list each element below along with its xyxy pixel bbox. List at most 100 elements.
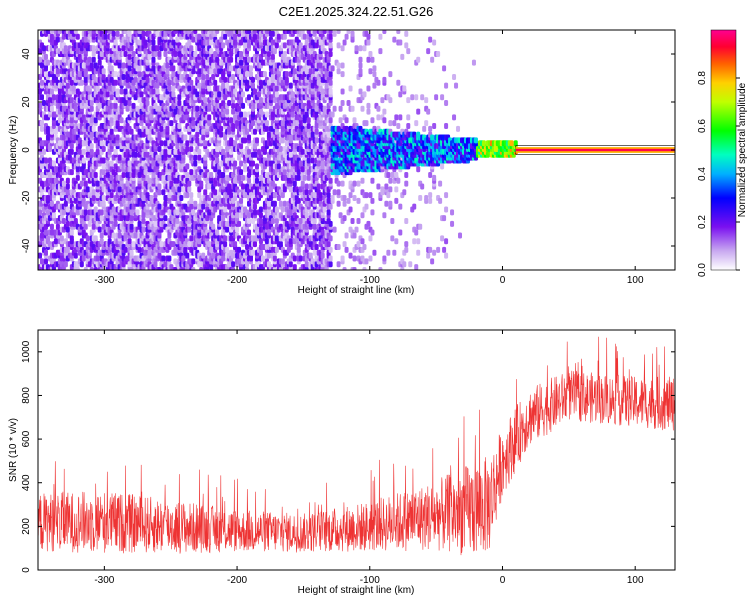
spectrogram-cell [310,157,315,164]
spectrogram-cell [95,192,100,199]
spectrogram-cell [95,180,100,187]
spectrogram-cell [89,105,94,112]
spectrogram-cell [276,195,281,201]
spectrogram-cell [91,51,96,57]
spectrogram-cell [197,261,202,268]
spectrogram-cell [129,45,134,52]
spectrogram-cell [191,120,196,127]
spectrogram-cell [237,154,242,161]
spectrogram-cell [276,33,281,40]
spectrogram-cell [314,243,319,250]
spectrogram-cell [258,249,263,256]
spectrogram-cell [302,174,307,181]
spectrogram-cell [213,51,218,57]
spectrogram-cell [49,88,54,95]
spectrogram-cell [247,94,252,101]
spectrogram-cell [163,148,168,155]
spectrogram-cell [171,65,176,72]
spectrogram-cell [173,267,178,270]
spectrogram-cell [109,174,114,181]
spectrogram-cell [131,241,136,248]
spectrogram-cell [241,91,246,98]
spectrogram-cell [298,160,303,167]
spectrogram-cell [233,140,238,147]
spectrogram-cell [239,59,244,66]
spectrogram-cell [101,68,106,75]
spectrogram-cell [69,79,74,86]
spectrogram-cell [49,33,54,40]
spectrogram-cell [217,91,222,98]
spectrogram-cell [296,246,301,253]
spectrogram-cell [81,255,86,262]
spectrogram-cell [304,261,309,268]
spectrogram-cell [199,180,204,187]
spectrogram-cell [306,174,311,181]
spectrogram-cell [117,154,122,161]
spectrogram-cell [209,68,214,75]
spectrogram-cell [55,36,60,43]
spectrogram-cell [247,218,252,225]
spectrogram-cell [157,189,162,196]
spectrogram-cell [233,114,238,121]
spectrogram-cell [175,218,180,225]
spectrogram-cell [215,157,220,164]
spectrogram-cell [199,267,204,270]
spectrogram-cell [233,160,238,167]
spectrogram-cell [107,238,112,245]
spectrogram-cell [241,102,246,109]
spectrogram-cell [270,74,275,81]
spectrogram-cell [189,192,194,199]
spectrogram-cell [101,157,106,164]
spectrogram-cell [155,45,160,52]
spectrogram-cell [300,148,305,155]
spectrogram-cell [83,180,88,187]
spectrogram-cell [43,229,48,236]
spectrogram-cell [171,91,176,98]
spectrogram-cell [284,140,289,147]
spectrogram-cell [292,264,297,270]
spectrogram-cell [288,82,293,89]
spectrogram-cell [177,186,182,193]
spectrogram-cell [209,171,214,178]
spectrogram-cell [298,42,303,49]
spectrogram-cell [247,212,252,219]
spectrogram-cell [39,79,44,86]
spectrogram-cell [133,151,138,158]
spectrogram-cell [282,200,287,207]
spectrogram-cell [266,200,271,207]
spectrogram-cell [260,255,265,262]
spectrogram-cell [215,30,220,34]
spectrogram-cell [193,51,198,57]
spectrogram-cell [151,160,156,167]
spectrogram-cell [288,261,293,268]
spectrogram-cell [241,174,246,181]
spectrogram-cell [239,143,244,150]
spectrogram-cell [153,51,158,57]
spectrogram-cell [258,174,263,181]
spectrogram-cell [69,148,74,155]
spectrogram-cell [169,180,174,187]
spectrogram-cell [127,65,132,72]
spectrogram-cell [139,91,144,98]
spectrogram-cell [137,97,142,104]
spectrogram-cell [185,163,190,170]
spectrogram-cell [247,56,252,63]
spectrogram-cell [258,212,263,219]
spectrogram-cell [157,203,162,210]
spectrogram-cell [65,189,70,196]
spectrogram-cell [147,53,152,60]
spectrogram-cell [97,102,102,109]
spectrogram-cell [147,249,152,256]
spectrogram-cell [235,212,240,219]
spectrogram-cell [250,76,255,83]
spectrogram-cell [39,94,44,101]
spectrogram-cell [41,45,46,52]
spectrogram-cell [219,125,224,132]
spectrogram-cell [57,140,62,147]
spectrogram-cell [241,183,246,190]
spectrogram-cell [73,105,78,112]
spectrogram-cell [254,163,259,170]
spectrogram-cell [125,255,130,262]
spectrogram-cell [245,243,250,250]
spectrogram-cell [264,120,269,127]
